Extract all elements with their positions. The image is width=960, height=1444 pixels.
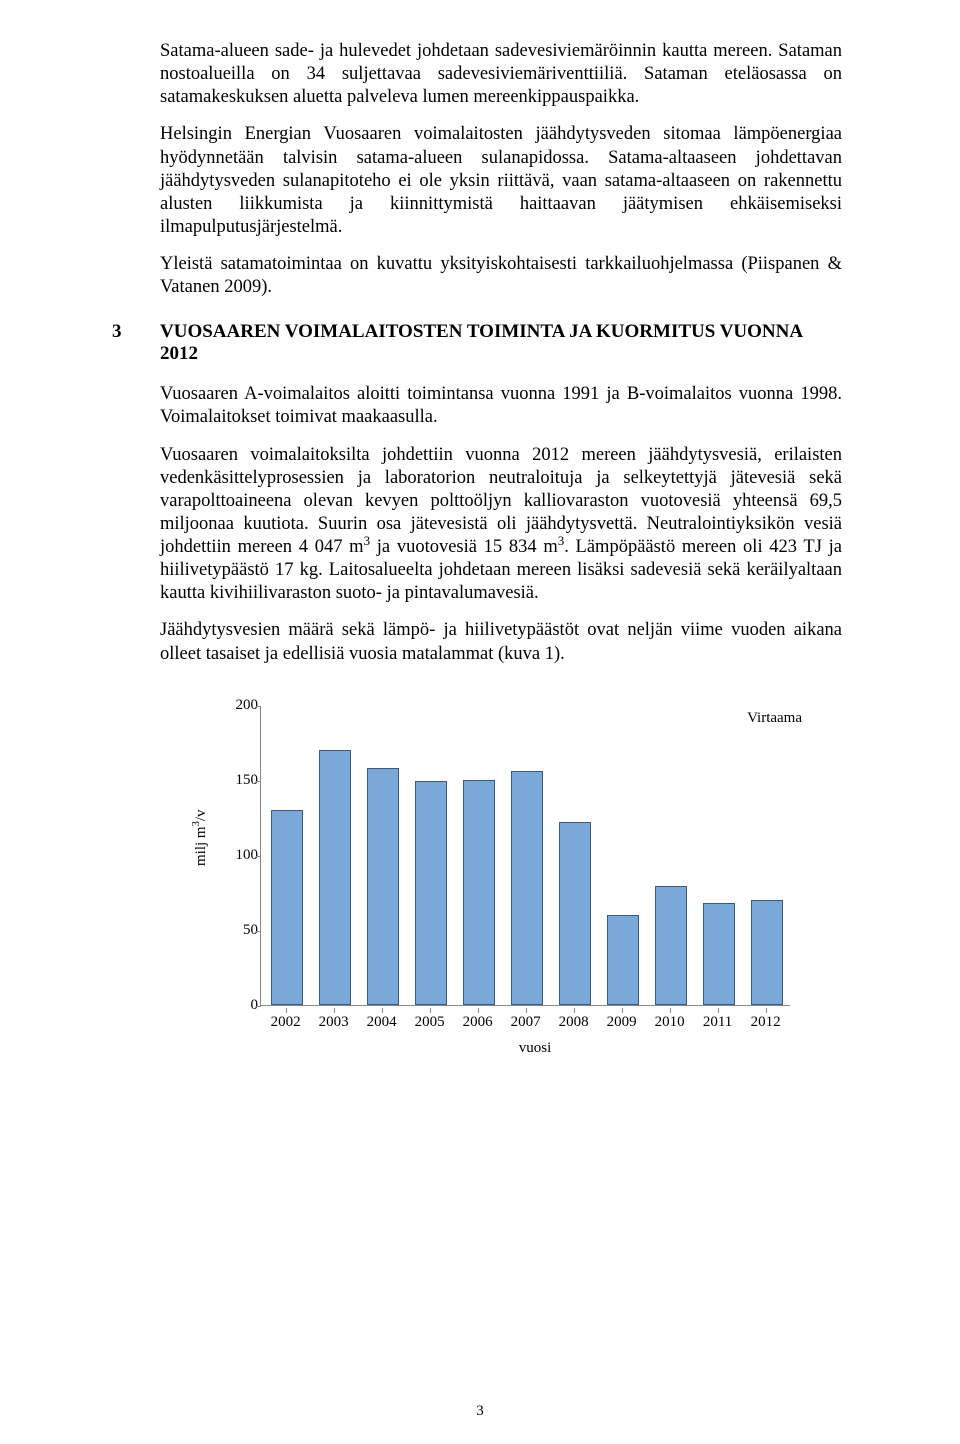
x-tick-mark <box>718 1008 720 1013</box>
chart-bar <box>607 915 639 1005</box>
page-number: 3 <box>0 1403 960 1420</box>
chart-bar <box>463 780 495 1005</box>
x-tick-mark <box>334 1008 336 1013</box>
chart-bar <box>415 781 447 1005</box>
x-axis-label: vuosi <box>225 1040 845 1057</box>
paragraph: Jäähdytysvesien määrä sekä lämpö- ja hii… <box>160 619 842 665</box>
paragraph: Yleistä satamatoimintaa on kuvattu yksit… <box>160 253 842 299</box>
x-tick-mark <box>382 1008 384 1013</box>
paragraph: Satama-alueen sade- ja hulevedet johdeta… <box>160 40 842 109</box>
chart-bar <box>703 903 735 1005</box>
x-tick-mark <box>670 1008 672 1013</box>
x-tick-mark <box>622 1008 624 1013</box>
x-tick-mark <box>574 1008 576 1013</box>
x-tick-label: 2006 <box>463 1014 493 1031</box>
y-tick-label: 0 <box>228 998 258 1013</box>
chart-bar <box>319 750 351 1005</box>
y-tick-mark <box>256 706 261 708</box>
chart-bar <box>511 771 543 1005</box>
x-tick-mark <box>766 1008 768 1013</box>
y-tick-mark <box>256 856 261 858</box>
section-heading: 3 VUOSAAREN VOIMALAITOSTEN TOIMINTA JA K… <box>160 321 842 365</box>
y-tick-mark <box>256 931 261 933</box>
x-tick-label: 2005 <box>415 1014 445 1031</box>
y-tick-label: 200 <box>228 698 258 713</box>
x-tick-label: 2002 <box>271 1014 301 1031</box>
x-tick-label: 2011 <box>703 1014 732 1031</box>
x-tick-label: 2009 <box>607 1014 637 1031</box>
paragraph: Vuosaaren voimalaitoksilta johdettiin vu… <box>160 444 842 606</box>
plot-area <box>260 706 790 1006</box>
section-title: VUOSAAREN VOIMALAITOSTEN TOIMINTA JA KUO… <box>160 321 802 364</box>
y-axis-label: milj m3/v <box>193 809 210 866</box>
flow-chart: Virtaama milj m3/v vuosi 050100150200200… <box>190 696 810 1066</box>
x-tick-mark <box>286 1008 288 1013</box>
y-tick-label: 50 <box>228 923 258 938</box>
paragraph: Vuosaaren A-voimalaitos aloitti toiminta… <box>160 383 842 429</box>
x-tick-label: 2004 <box>367 1014 397 1031</box>
chart-bar <box>655 886 687 1005</box>
x-tick-label: 2010 <box>655 1014 685 1031</box>
chart-bar <box>271 810 303 1005</box>
y-tick-label: 150 <box>228 773 258 788</box>
chart-bar <box>751 900 783 1005</box>
y-tick-mark <box>256 1006 261 1008</box>
section-number: 3 <box>112 321 122 343</box>
x-tick-label: 2008 <box>559 1014 589 1031</box>
y-tick-mark <box>256 781 261 783</box>
x-tick-mark <box>526 1008 528 1013</box>
x-tick-label: 2003 <box>319 1014 349 1031</box>
x-tick-label: 2007 <box>511 1014 541 1031</box>
y-tick-label: 100 <box>228 848 258 863</box>
x-tick-label: 2012 <box>751 1014 781 1031</box>
chart-bar <box>367 768 399 1005</box>
x-tick-mark <box>478 1008 480 1013</box>
chart-bar <box>559 822 591 1005</box>
paragraph: Helsingin Energian Vuosaaren voimalaitos… <box>160 123 842 239</box>
x-tick-mark <box>430 1008 432 1013</box>
